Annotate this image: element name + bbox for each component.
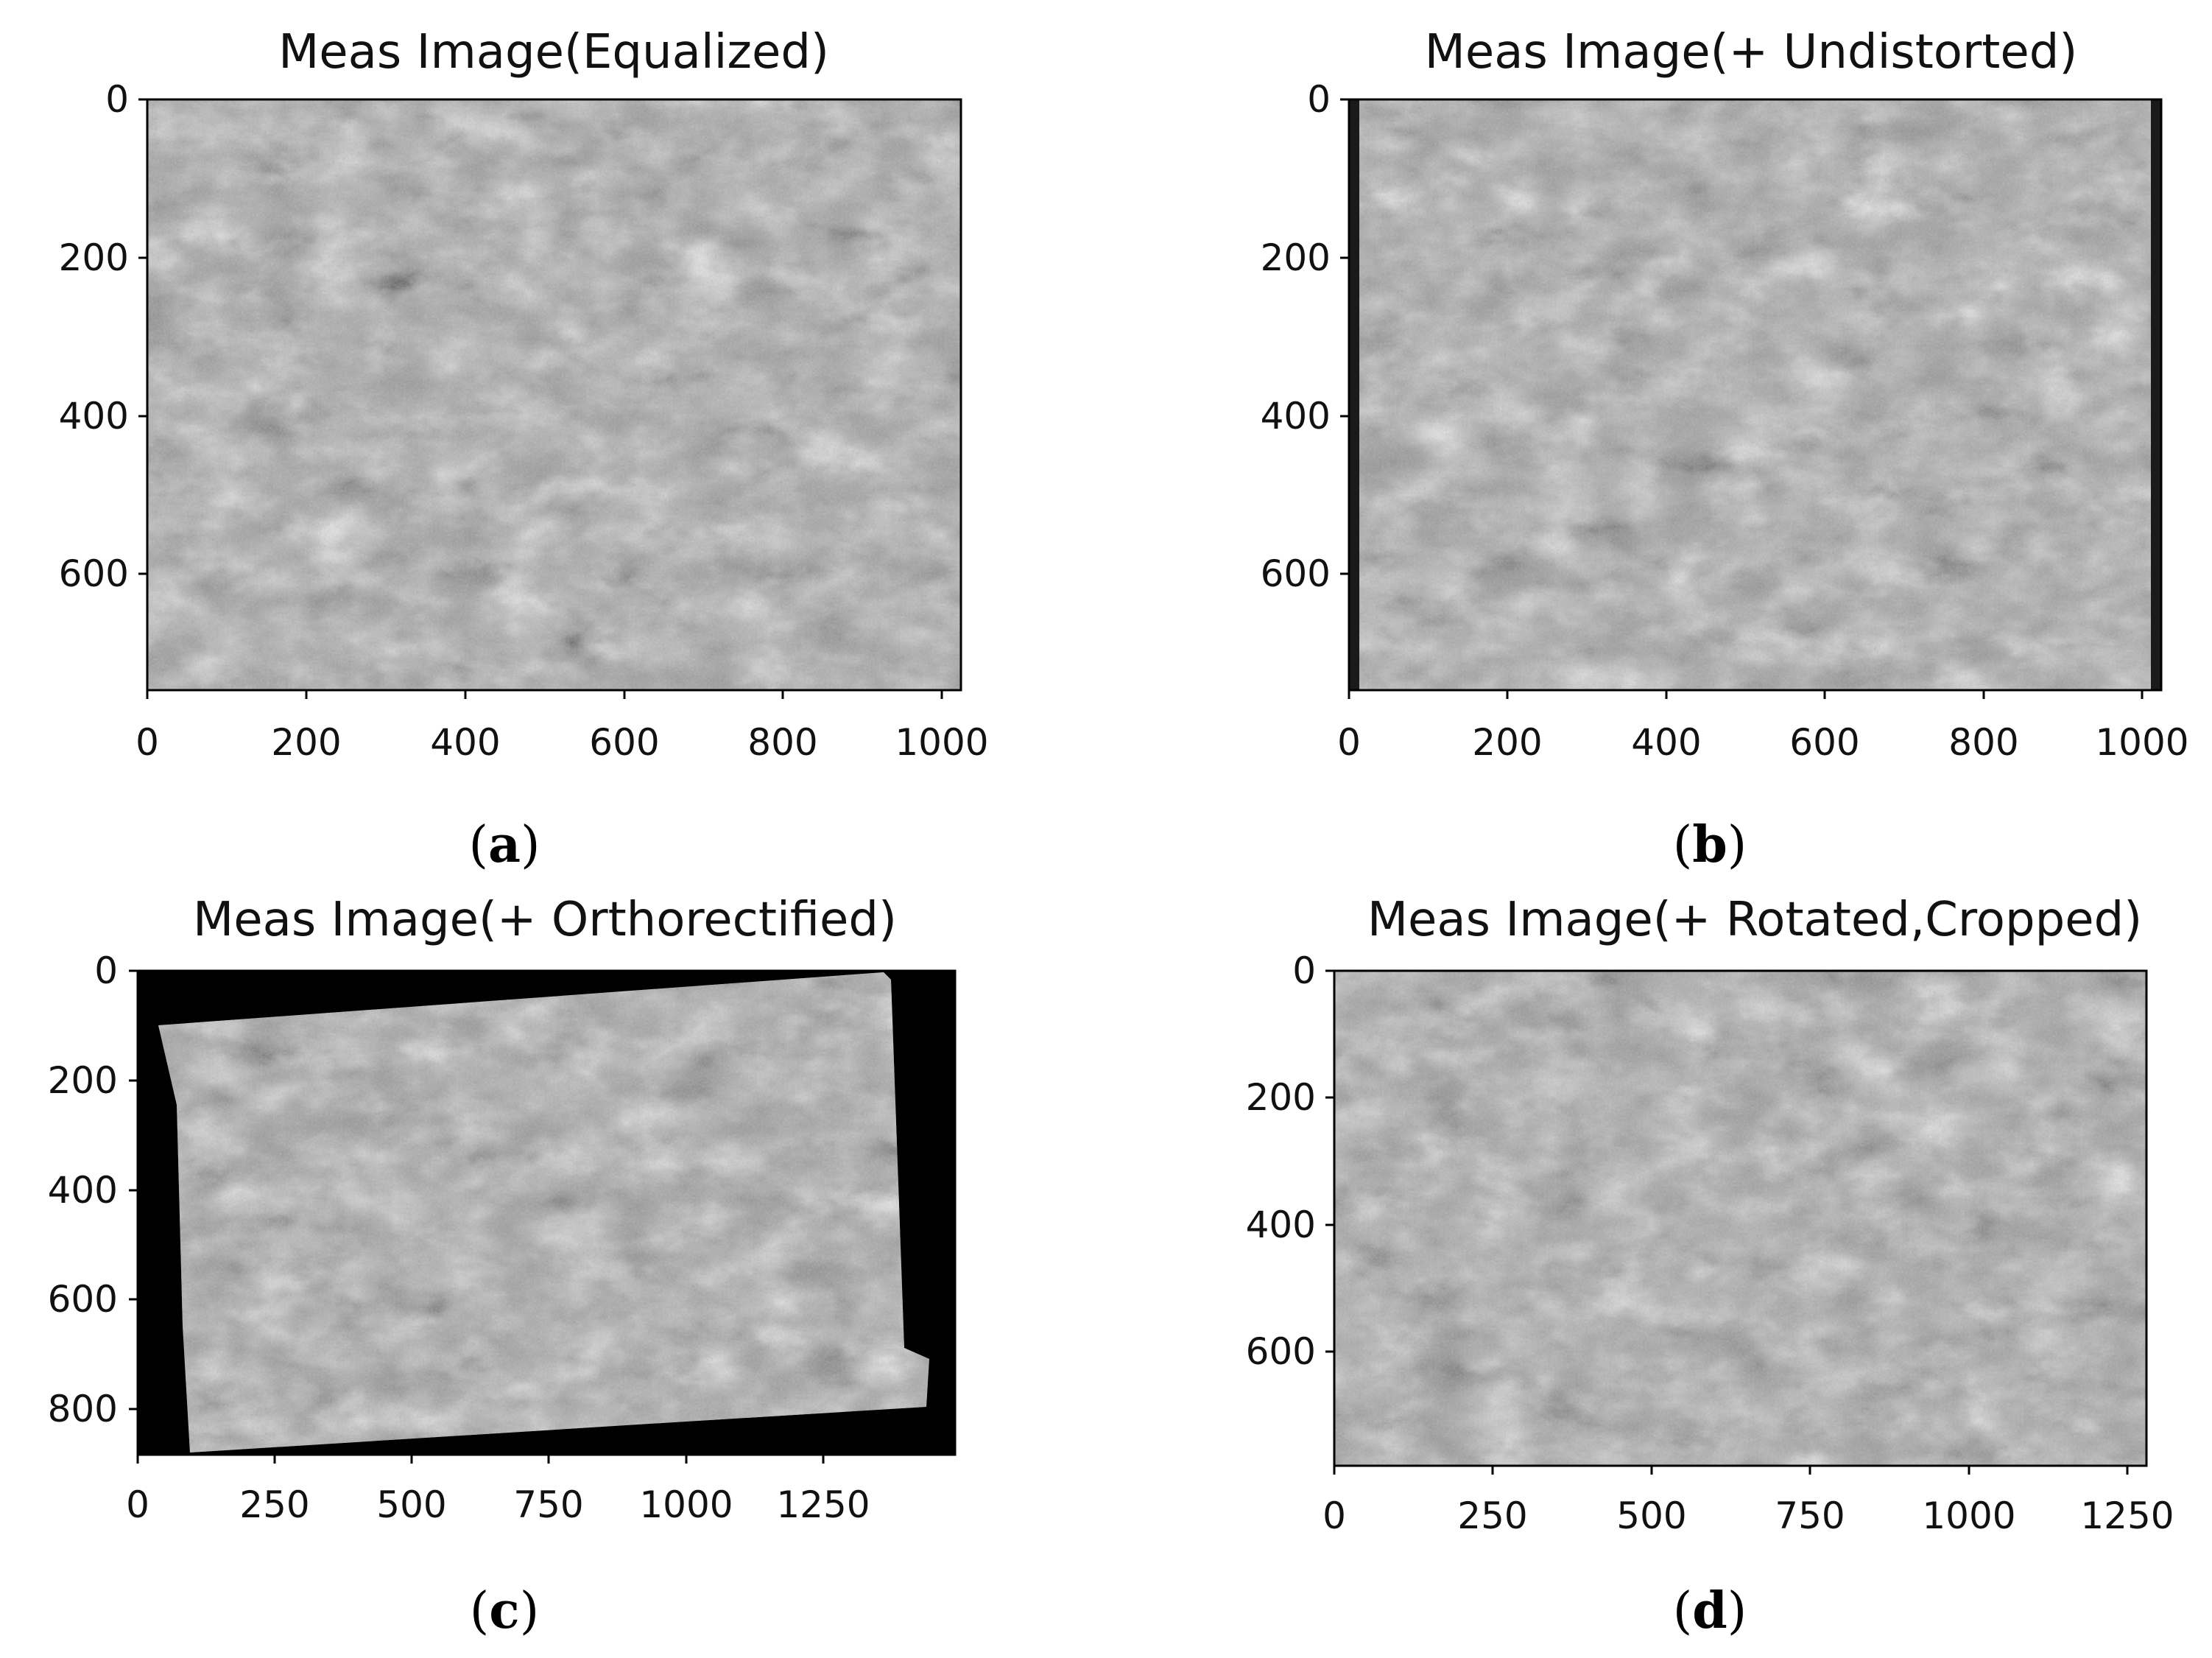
panel-c-xtick: 500 — [376, 1483, 446, 1526]
panel-c-xticks: 0 250 500 750 1000 1250 — [126, 1455, 870, 1526]
panel-c-xtick: 1000 — [639, 1483, 733, 1526]
panel-b-caption-letter: b — [1692, 815, 1727, 874]
panel-a: Meas Image(Equalized) 0 200 400 600 0 20… — [59, 25, 989, 874]
panel-b-xtick: 600 — [1789, 721, 1859, 764]
panel-d-xtick: 1000 — [1922, 1494, 2015, 1537]
panel-b-xtick: 1000 — [2095, 721, 2188, 764]
panel-b-xtick: 800 — [1948, 721, 2018, 764]
panel-d-ytick: 200 — [1246, 1076, 1316, 1119]
panel-a-xtick: 800 — [747, 721, 817, 764]
panel-a-xtick: 400 — [430, 721, 500, 764]
panel-d-xtick: 250 — [1457, 1494, 1527, 1537]
panel-b-image — [1348, 98, 2163, 692]
panel-b-ytick: 600 — [1261, 552, 1331, 595]
panel-d-xtick: 1250 — [2080, 1494, 2174, 1537]
panel-c-xtick: 0 — [126, 1483, 149, 1526]
panel-d-caption-letter: d — [1692, 1581, 1727, 1640]
panel-a-ytick: 0 — [105, 78, 129, 121]
panel-b-ytick: 400 — [1261, 395, 1331, 438]
panel-d-ytick: 400 — [1246, 1204, 1316, 1246]
panel-b-xticks: 0 200 400 600 800 1000 — [1337, 690, 2189, 764]
panel-a-xtick: 1000 — [895, 721, 988, 764]
panel-c-caption-letter: c — [489, 1581, 519, 1640]
panel-a-caption: (a) — [468, 815, 540, 874]
panel-b-title: Meas Image(+ Undistorted) — [1425, 25, 2078, 80]
panel-d-yticks: 0 200 400 600 — [1246, 949, 1334, 1373]
panel-a-image — [146, 98, 962, 692]
panel-a-ytick: 600 — [59, 552, 129, 595]
panel-c-image — [136, 969, 957, 1456]
panel-b-ytick: 0 — [1307, 78, 1331, 121]
panel-d-xticks: 0 250 500 750 1000 1250 — [1322, 1466, 2174, 1537]
panel-c-caption: (c) — [470, 1581, 539, 1640]
panel-a-caption-letter: a — [488, 815, 521, 874]
panel-a-ytick: 400 — [59, 395, 129, 438]
panel-d-xtick: 500 — [1616, 1494, 1686, 1537]
panel-d-xtick: 0 — [1322, 1494, 1346, 1537]
panel-c-xtick: 1250 — [776, 1483, 870, 1526]
panel-c-ytick: 600 — [48, 1278, 118, 1321]
panel-a-title: Meas Image(Equalized) — [278, 25, 829, 80]
panel-d-ytick: 0 — [1292, 949, 1316, 992]
panel-c-xtick: 250 — [239, 1483, 309, 1526]
panel-b-caption: (b) — [1673, 815, 1747, 874]
panel-c-xtick: 750 — [513, 1483, 583, 1526]
panel-c: Meas Image(+ Orthorectified) 0 200 400 6… — [48, 893, 957, 1640]
panel-b-yticks: 0 200 400 600 — [1261, 78, 1349, 595]
panel-a-xticks: 0 200 400 600 800 1000 — [135, 690, 989, 764]
panel-c-ytick: 800 — [48, 1388, 118, 1430]
panel-d-title: Meas Image(+ Rotated,Cropped) — [1367, 893, 2142, 947]
panel-b-ytick: 200 — [1261, 236, 1331, 279]
panel-b-xtick: 0 — [1337, 721, 1361, 764]
panel-a-ytick: 200 — [59, 236, 129, 279]
panel-a-yticks: 0 200 400 600 — [59, 78, 147, 595]
panel-a-xtick: 200 — [271, 721, 341, 764]
panel-d: Meas Image(+ Rotated,Cropped) 0 200 400 … — [1246, 893, 2174, 1640]
panel-c-ytick: 200 — [48, 1059, 118, 1102]
panel-d-caption: (d) — [1673, 1581, 1747, 1640]
panel-d-xtick: 750 — [1775, 1494, 1845, 1537]
panel-c-ytick: 0 — [94, 949, 118, 992]
panel-b: Meas Image(+ Undistorted) 0 200 400 600 — [1261, 25, 2189, 874]
panel-d-image — [1333, 969, 2148, 1467]
panel-b-xtick: 400 — [1631, 721, 1701, 764]
panel-c-yticks: 0 200 400 600 800 — [48, 949, 138, 1430]
panel-d-ytick: 600 — [1246, 1330, 1316, 1373]
panel-c-title: Meas Image(+ Orthorectified) — [193, 893, 897, 947]
panel-a-xtick: 0 — [135, 721, 159, 764]
panel-b-xtick: 200 — [1472, 721, 1542, 764]
panel-a-xtick: 600 — [589, 721, 659, 764]
panel-c-ytick: 400 — [48, 1169, 118, 1212]
